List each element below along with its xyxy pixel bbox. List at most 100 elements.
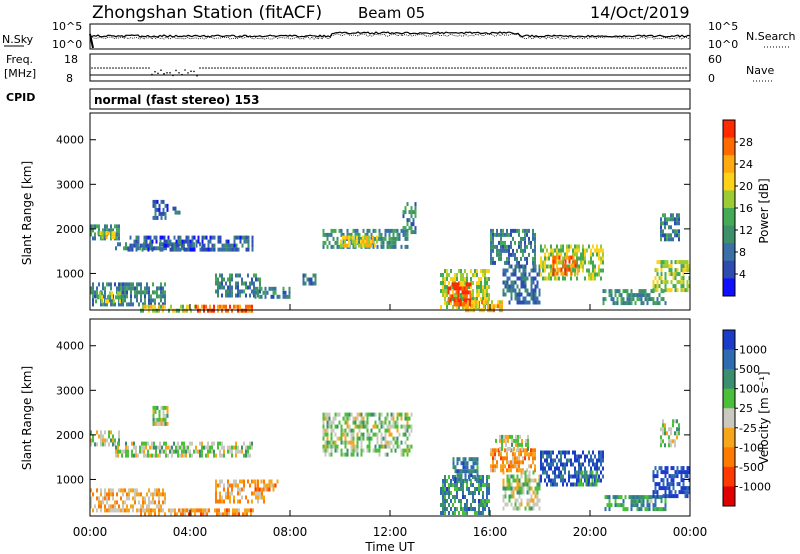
range-cell xyxy=(442,285,444,289)
range-cell xyxy=(550,264,552,269)
range-cell xyxy=(130,294,132,299)
range-cell xyxy=(484,285,486,289)
range-cell xyxy=(221,308,223,313)
nave-dot xyxy=(262,67,264,69)
freq-tick-bottom: 8 xyxy=(66,72,73,85)
range-cell xyxy=(378,416,381,421)
range-cell xyxy=(246,508,248,513)
range-cell xyxy=(378,444,381,449)
range-cell xyxy=(440,511,442,515)
range-cell xyxy=(528,300,531,305)
range-cell xyxy=(148,504,150,509)
nave-dot xyxy=(142,67,144,69)
range-cell xyxy=(588,482,590,487)
range-cell xyxy=(578,466,580,471)
range-cell xyxy=(131,453,133,458)
range-cell xyxy=(217,277,219,282)
range-cell xyxy=(600,470,602,475)
range-cell xyxy=(548,256,550,261)
range-cell xyxy=(492,456,494,461)
range-cell xyxy=(130,290,132,295)
range-cell xyxy=(568,470,570,475)
range-cell xyxy=(440,289,442,293)
range-cell xyxy=(664,233,666,238)
range-cell xyxy=(102,228,104,233)
range-cell xyxy=(158,492,160,497)
nave-dot xyxy=(424,67,426,69)
colorbar-swatch xyxy=(723,486,735,507)
range-cell xyxy=(108,504,110,509)
range-cell xyxy=(366,436,369,441)
range-cell xyxy=(344,416,347,421)
range-cell xyxy=(510,502,513,507)
range-cell xyxy=(520,292,523,297)
range-cell xyxy=(457,302,460,307)
range-cell xyxy=(562,276,564,281)
range-cell xyxy=(274,286,277,291)
range-cell xyxy=(183,445,185,450)
range-cell xyxy=(169,242,171,247)
range-cell xyxy=(380,424,383,429)
range-cell xyxy=(464,457,467,462)
range-cell xyxy=(546,458,548,463)
range-cell xyxy=(670,272,673,277)
range-cell xyxy=(658,466,661,471)
range-cell xyxy=(534,244,536,249)
range-cell xyxy=(520,276,523,281)
range-cell xyxy=(492,244,494,249)
range-cell xyxy=(145,441,147,446)
range-cell xyxy=(566,458,568,463)
range-cell xyxy=(501,300,503,305)
range-cell xyxy=(362,432,365,437)
range-cell xyxy=(660,288,663,293)
range-cell xyxy=(522,460,524,465)
range-cell xyxy=(672,419,674,424)
range-cell xyxy=(670,490,673,495)
range-cell xyxy=(179,239,182,244)
range-cell xyxy=(368,412,371,417)
range-cell xyxy=(676,217,678,222)
range-cell xyxy=(515,438,517,443)
range-cell xyxy=(532,232,534,237)
range-cell xyxy=(204,508,206,513)
range-cell xyxy=(506,452,508,457)
range-cell xyxy=(640,289,643,294)
range-cell xyxy=(654,482,657,487)
colorbar-tick-label: -500 xyxy=(739,461,764,474)
range-cell xyxy=(488,487,490,491)
range-cell xyxy=(550,450,552,455)
range-cell xyxy=(530,240,532,245)
range-cell xyxy=(592,260,594,265)
nave-dot xyxy=(685,67,687,69)
range-cell xyxy=(263,499,265,504)
range-cell xyxy=(106,500,108,505)
range-cell xyxy=(648,495,651,500)
range-cell xyxy=(408,444,411,449)
range-cell xyxy=(252,290,255,295)
range-cell xyxy=(231,293,233,298)
range-cell xyxy=(380,232,383,237)
range-cell xyxy=(390,228,393,233)
range-cell xyxy=(197,308,199,313)
range-cell xyxy=(165,449,167,454)
range-cell xyxy=(243,239,246,244)
range-cell xyxy=(522,486,525,491)
range-cell xyxy=(110,286,112,291)
y-tick-label: 3000 xyxy=(56,178,84,191)
range-cell xyxy=(111,295,113,300)
range-cell xyxy=(125,441,127,446)
range-cell xyxy=(225,495,227,500)
range-cell xyxy=(486,281,488,285)
range-cell xyxy=(570,474,572,479)
range-cell xyxy=(680,470,683,475)
range-cell xyxy=(116,232,118,237)
nave-dot xyxy=(223,67,225,69)
range-cell xyxy=(217,285,219,290)
range-cell xyxy=(512,490,515,495)
range-cell xyxy=(209,247,212,252)
nave-dot xyxy=(307,67,309,69)
range-cell xyxy=(516,506,519,511)
range-cell xyxy=(656,507,659,512)
range-cell xyxy=(380,436,383,441)
